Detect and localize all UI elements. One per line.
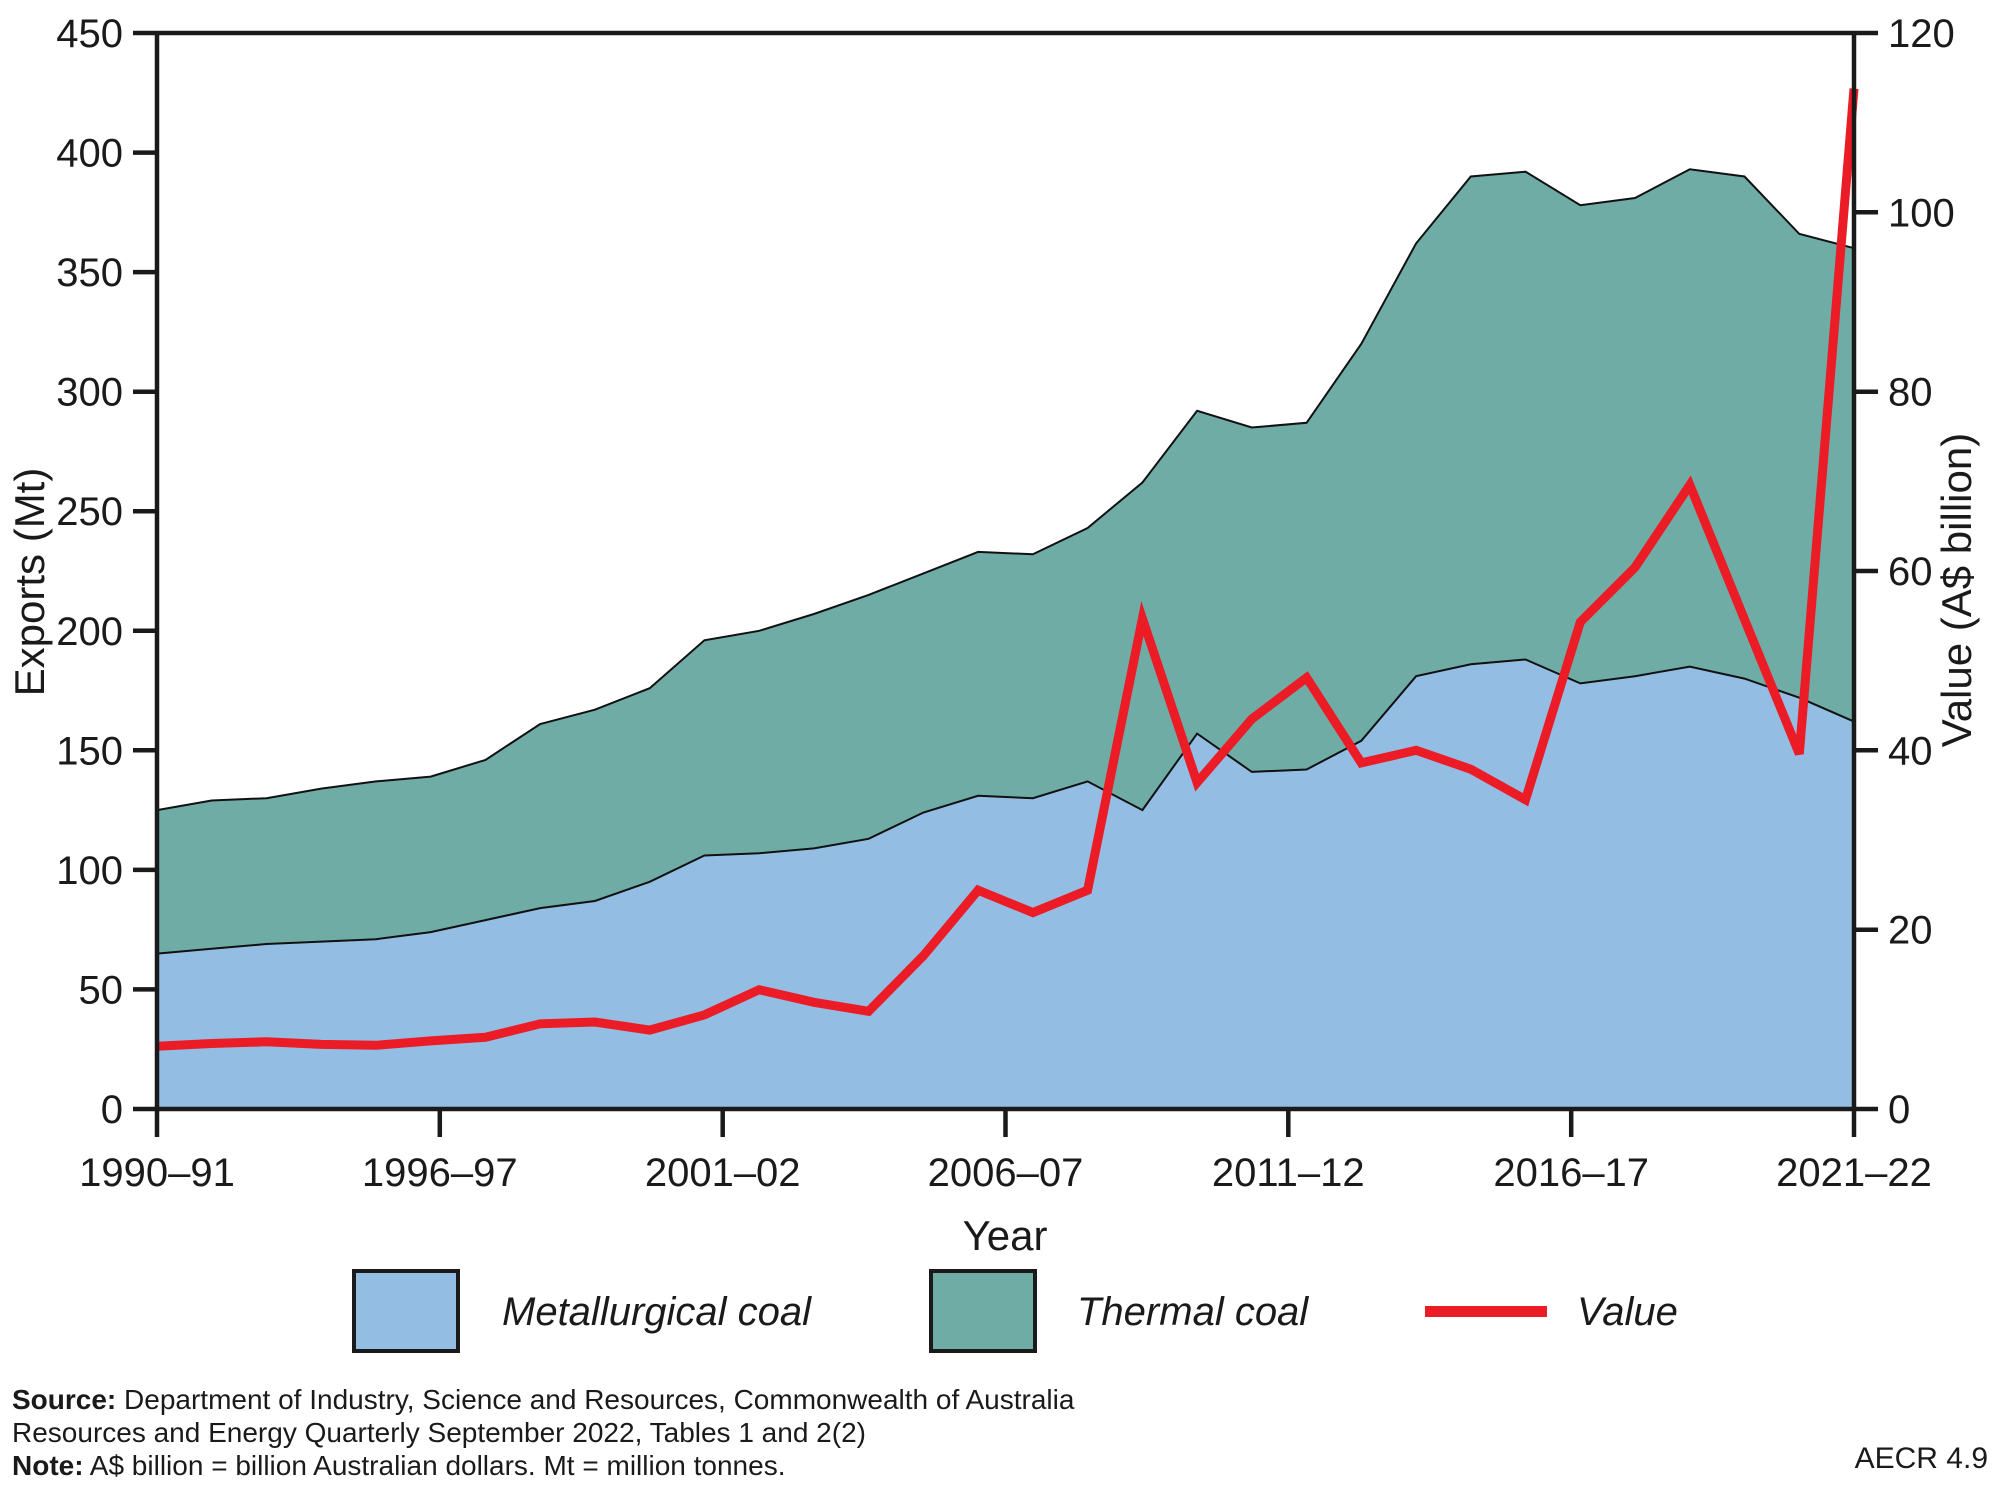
left-tick-label: 450	[56, 12, 123, 56]
right-tick-label: 0	[1888, 1088, 1910, 1132]
source-line: Source: Department of Industry, Science …	[12, 1383, 1074, 1416]
left-tick-label: 300	[56, 371, 123, 415]
x-tick-label: 2006–07	[928, 1151, 1084, 1195]
right-tick-label: 120	[1888, 12, 1955, 56]
x-tick-label: 2001–02	[645, 1151, 801, 1195]
x-tick-label: 2011–12	[1212, 1151, 1365, 1195]
thermal-coal-legend-label: Thermal coal	[1077, 1290, 1309, 1334]
x-tick-label: 2016–17	[1493, 1151, 1649, 1195]
metallurgical-coal-area	[157, 659, 1854, 1109]
note-label: Note:	[12, 1450, 84, 1481]
x-axis-title: Year	[962, 1212, 1048, 1259]
note-line: Note: A$ billion = billion Australian do…	[12, 1449, 1074, 1482]
left-tick-label: 250	[56, 490, 123, 534]
right-tick-label: 20	[1888, 909, 1933, 953]
source-label: Source:	[12, 1384, 117, 1415]
metallurgical-coal-swatch	[352, 1269, 460, 1353]
left-tick-label: 400	[56, 132, 123, 176]
metallurgical-coal-legend-label: Metallurgical coal	[502, 1290, 812, 1334]
right-tick-label: 60	[1888, 550, 1933, 594]
source-note-block: Source: Department of Industry, Science …	[12, 1383, 1074, 1482]
figure-code: AECR 4.9	[1854, 1442, 1988, 1475]
chart-legend: Metallurgical coal Thermal coal Value	[0, 1262, 2000, 1362]
source-text: Department of Industry, Science and Reso…	[116, 1384, 1075, 1415]
x-tick-label: 2021–22	[1776, 1151, 1932, 1195]
thermal-area-border	[156, 168, 1855, 812]
right-tick-label: 100	[1888, 191, 1955, 235]
right-tick-label: 80	[1888, 371, 1933, 415]
left-tick-label: 350	[56, 251, 123, 295]
left-tick-label: 200	[56, 610, 123, 654]
metallurgical-area-border	[156, 658, 1855, 955]
value-legend-label: Value	[1577, 1290, 1678, 1334]
thermal-coal-swatch	[929, 1269, 1037, 1353]
x-tick-label: 1990–91	[79, 1151, 235, 1195]
plot-frame	[154, 30, 1857, 1112]
left-tick-label: 50	[79, 968, 124, 1012]
value-line	[156, 88, 1859, 1051]
stacked-area-line-chart: 0 50 100 150 200 250 300 350 400 450 0 20 40 60 80 100 1…	[56, 12, 1955, 1195]
left-tick-label: 150	[56, 729, 123, 773]
right-tick-label: 40	[1888, 729, 1933, 773]
value-line-swatch	[1425, 1306, 1547, 1317]
right-axis-title: Value (A$ billion)	[1933, 432, 1980, 748]
source-line-2: Resources and Energy Quarterly September…	[12, 1417, 866, 1448]
thermal-coal-area	[157, 169, 1854, 954]
note-text: A$ billion = billion Australian dollars.…	[83, 1450, 786, 1481]
left-tick-label: 0	[101, 1088, 123, 1132]
left-axis-title: Exports (Mt)	[6, 467, 53, 697]
left-tick-label: 100	[56, 849, 123, 893]
x-tick-label: 1996–97	[362, 1151, 518, 1195]
